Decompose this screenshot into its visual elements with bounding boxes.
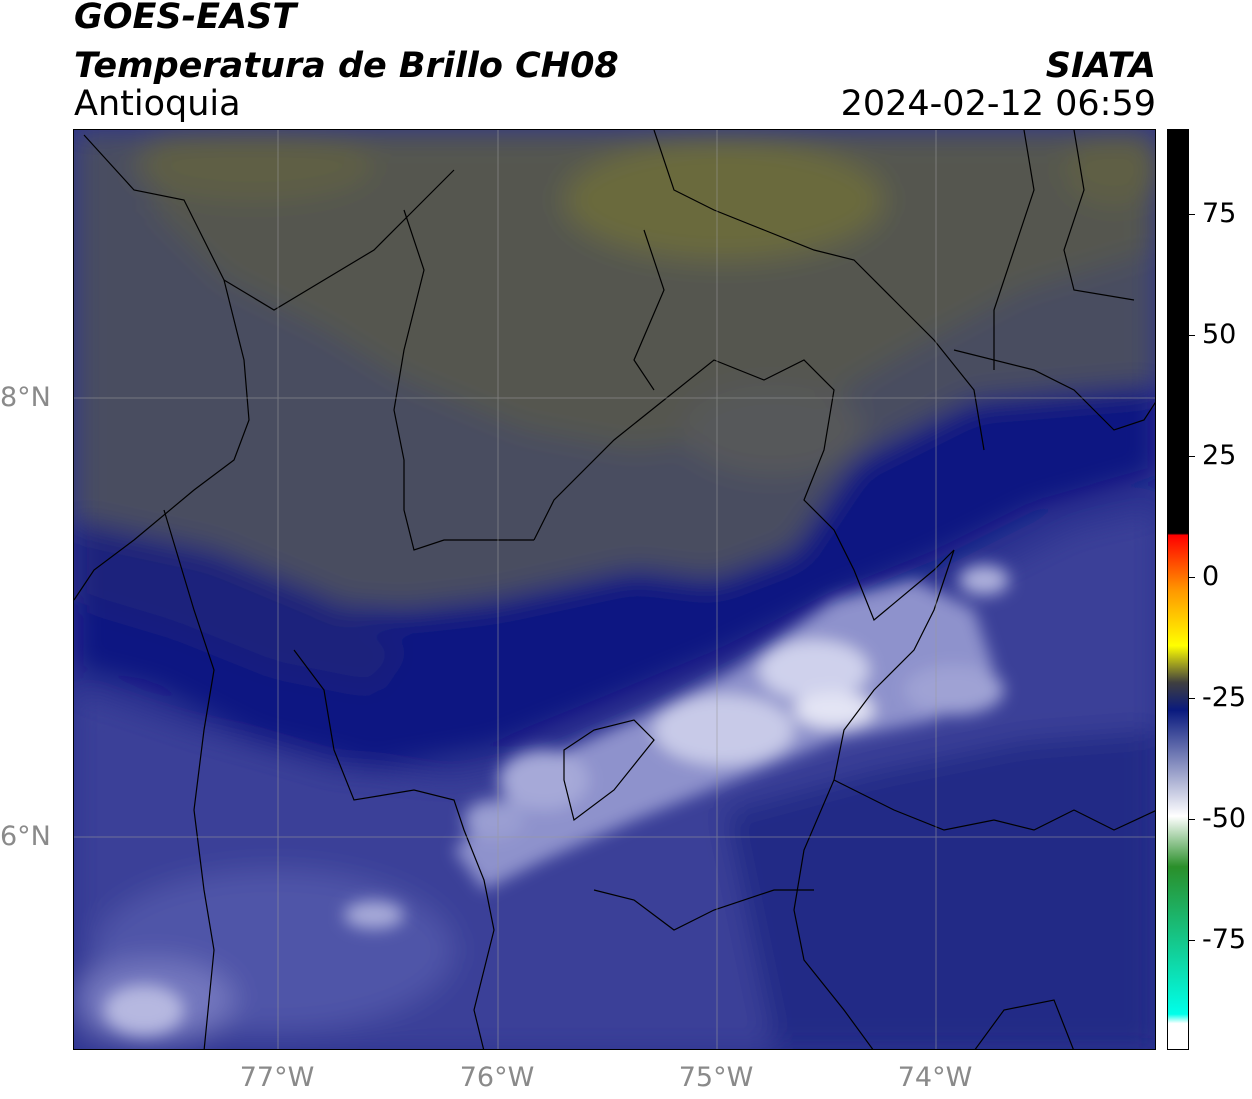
colorbar-label-25: 25 [1202, 440, 1237, 471]
colorbar-tick [1189, 819, 1195, 820]
lat-label-6n: 6°N [0, 821, 51, 852]
colorbar [1167, 129, 1189, 1050]
map-gridlines [74, 130, 1155, 1049]
satellite-map[interactable] [73, 129, 1156, 1050]
timestamp-label: 2024-02-12 06:59 [840, 84, 1156, 124]
colorbar-gradient [1168, 130, 1188, 1049]
lon-label-74w: 74°W [897, 1062, 973, 1093]
lon-label-77w: 77°W [239, 1062, 315, 1093]
colorbar-tick [1189, 335, 1195, 336]
colorbar-tick [1189, 698, 1195, 699]
colorbar-tick [1189, 214, 1195, 215]
colorbar-canvas [1168, 130, 1188, 1049]
colorbar-tick [1189, 577, 1195, 578]
map-canvas [74, 130, 1155, 1049]
region-subtitle: Antioquia [74, 84, 241, 124]
title-satellite: GOES-EAST [74, 0, 297, 37]
cold-cloud-band [104, 565, 1009, 1035]
lon-label-75w: 75°W [678, 1062, 754, 1093]
colorbar-label-minus50: -50 [1202, 803, 1247, 834]
colorbar-tick [1189, 940, 1195, 941]
lon-label-76w: 76°W [459, 1062, 535, 1093]
colorbar-label-50: 50 [1202, 319, 1237, 350]
colorbar-label-0: 0 [1202, 561, 1220, 592]
organization-label: SIATA [1045, 46, 1156, 86]
colorbar-tick [1189, 456, 1195, 457]
title-product: Temperatura de Brillo CH08 [74, 46, 619, 86]
colorbar-label-75: 75 [1202, 198, 1237, 229]
colorbar-label-minus75: -75 [1202, 924, 1247, 955]
colorbar-label-minus25: -25 [1202, 682, 1247, 713]
lat-label-8n: 8°N [0, 382, 51, 413]
administrative-boundaries [74, 130, 1155, 1049]
